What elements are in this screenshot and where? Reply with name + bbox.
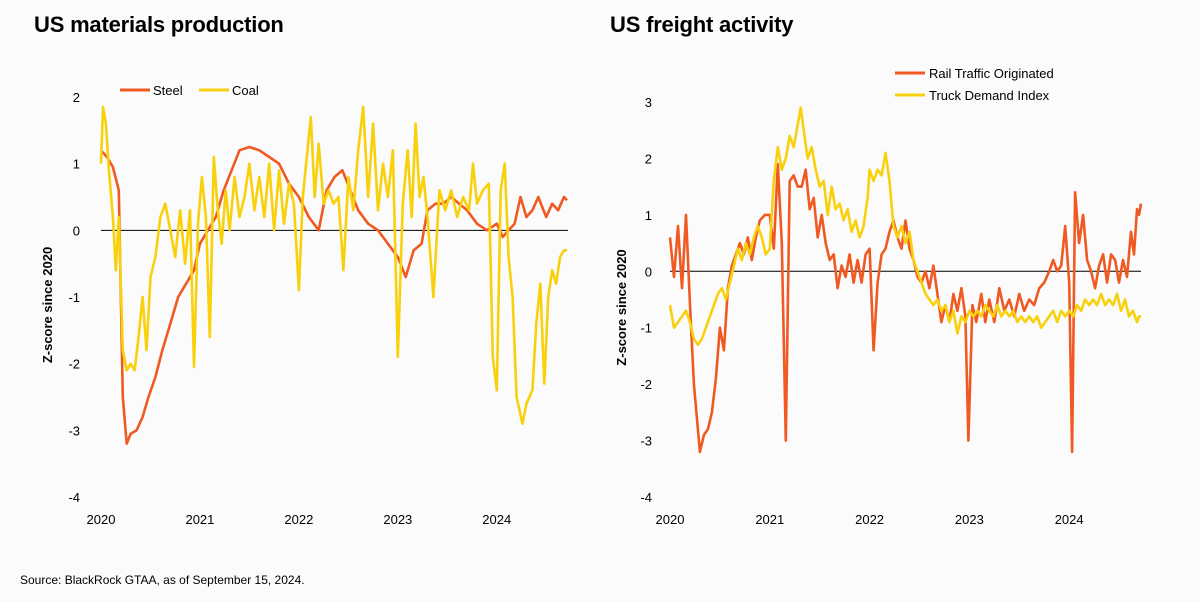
- freight-legend: Rail Traffic Originated Truck Demand Inde…: [895, 66, 1054, 103]
- freight-y-axis-label: Z-score since 2020: [614, 249, 629, 365]
- materials-legend-label: Steel: [153, 83, 183, 98]
- materials-y-tick-label: -4: [68, 490, 80, 505]
- materials-y-tick-label: 0: [73, 223, 80, 238]
- freight-y-tick-label: -1: [640, 321, 652, 336]
- freight-y-tick-label: 0: [645, 264, 652, 279]
- freight-y-tick-label: 2: [645, 151, 652, 166]
- materials-x-tick-label: 2021: [185, 512, 214, 527]
- chart-materials: 2 1 0 -1 -2 -3 -4 2020 2021 2022 2023 2024 Z-score s…: [40, 83, 568, 527]
- materials-y-axis-label: Z-score since 2020: [40, 247, 55, 363]
- chart-freight: 3 2 1 0 -1 -2 -3 -4 2020 2021 2022 2023 2024 Z-score …: [614, 66, 1143, 527]
- freight-x-tick-label: 2021: [755, 512, 784, 527]
- materials-series-coal-line: [99, 105, 567, 425]
- freight-x-tick-label: 2023: [955, 512, 984, 527]
- freight-x-tick-label: 2024: [1055, 512, 1084, 527]
- chart-title-freight: US freight activity: [610, 12, 794, 37]
- freight-x-tick-label: 2020: [656, 512, 685, 527]
- materials-y-tick-label: -1: [68, 290, 80, 305]
- freight-y-tick-label: -2: [640, 377, 652, 392]
- freight-legend-label: Rail Traffic Originated: [929, 66, 1054, 81]
- freight-series-truck-demand-index-line: [668, 106, 1141, 346]
- materials-x-tick-label: 2022: [284, 512, 313, 527]
- chart-title-materials: US materials production: [34, 12, 284, 37]
- materials-x-tick-label: 2024: [482, 512, 511, 527]
- freight-y-tick-label: 1: [645, 208, 652, 223]
- materials-legend: Steel Coal: [120, 83, 259, 98]
- materials-y-tick-label: -3: [68, 423, 80, 438]
- materials-y-tick-label: 1: [73, 157, 80, 172]
- freight-y-tick-label: 3: [645, 95, 652, 110]
- materials-series-steel-line: [100, 145, 568, 445]
- materials-y-tick-label: -2: [68, 357, 80, 372]
- source-note: Source: BlackRock GTAA, as of September …: [20, 573, 305, 587]
- freight-series-rail-traffic-originated-line: [668, 162, 1143, 454]
- freight-y-tick-label: -3: [640, 434, 652, 449]
- freight-x-tick-label: 2022: [855, 512, 884, 527]
- materials-x-tick-label: 2020: [87, 512, 116, 527]
- freight-legend-label: Truck Demand Index: [929, 88, 1050, 103]
- materials-y-tick-label: 2: [73, 90, 80, 105]
- materials-legend-label: Coal: [232, 83, 259, 98]
- materials-x-tick-label: 2023: [383, 512, 412, 527]
- freight-y-tick-label: -4: [640, 490, 652, 505]
